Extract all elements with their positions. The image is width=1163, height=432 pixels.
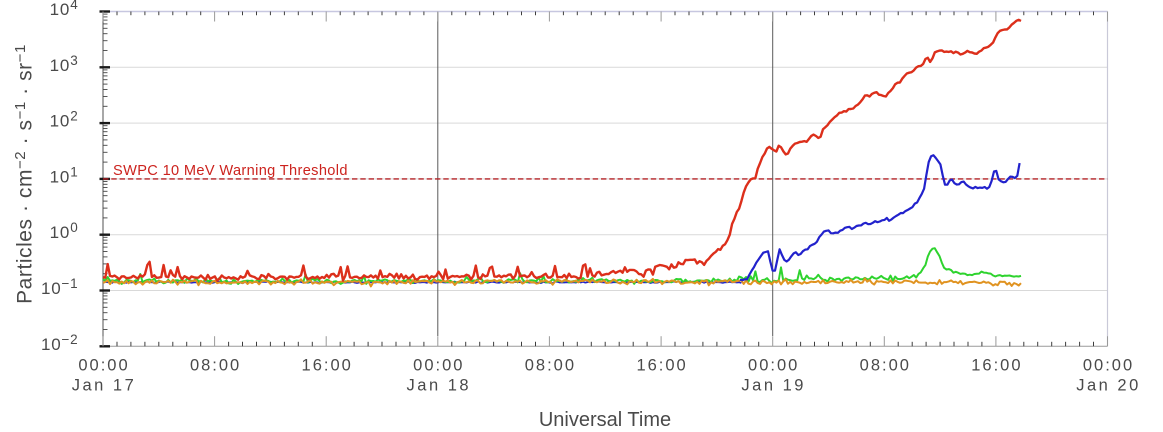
svg-text:Jan 19: Jan 19 <box>741 377 806 395</box>
svg-text:16:00: 16:00 <box>636 357 687 375</box>
svg-text:16:00: 16:00 <box>302 357 353 375</box>
svg-text:SWPC 10 MeV Warning Threshold: SWPC 10 MeV Warning Threshold <box>113 163 348 179</box>
svg-text:Jan 20: Jan 20 <box>1076 377 1141 395</box>
svg-text:Universal Time: Universal Time <box>539 409 671 431</box>
svg-text:08:00: 08:00 <box>525 357 576 375</box>
svg-text:00:00: 00:00 <box>413 357 464 375</box>
svg-text:00:00: 00:00 <box>78 357 129 375</box>
svg-text:Jan 18: Jan 18 <box>407 377 472 395</box>
svg-text:16:00: 16:00 <box>971 357 1022 375</box>
svg-text:Jan 17: Jan 17 <box>72 377 137 395</box>
svg-text:08:00: 08:00 <box>190 357 241 375</box>
svg-text:08:00: 08:00 <box>860 357 911 375</box>
svg-text:00:00: 00:00 <box>748 357 799 375</box>
svg-text:Particles · cm−2 · s−1 · sr−1: Particles · cm−2 · s−1 · sr−1 <box>12 44 37 304</box>
svg-text:00:00: 00:00 <box>1083 357 1134 375</box>
